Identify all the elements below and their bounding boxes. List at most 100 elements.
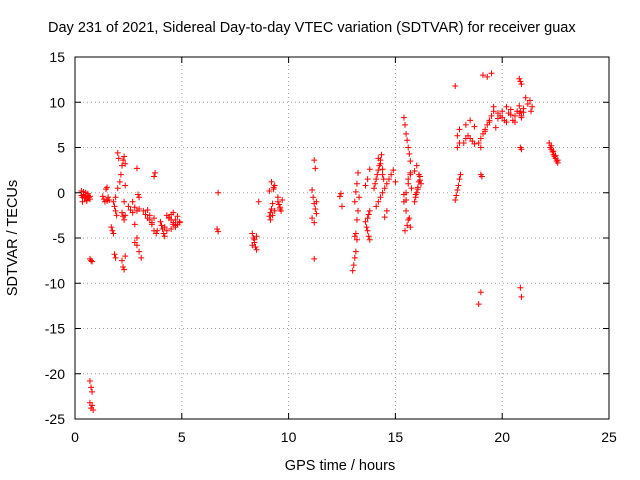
data-point [160,230,167,237]
data-point [89,388,96,395]
data-point [154,227,161,234]
data-point [516,102,523,109]
data-point [122,253,129,260]
data-point [478,173,485,180]
data-point [471,123,478,130]
data-point [411,198,418,205]
data-point [381,214,388,221]
data-point [114,185,121,192]
data-point [529,103,536,110]
data-point [477,144,484,151]
data-point [151,173,158,180]
data-point [106,196,113,203]
data-point [148,219,155,226]
data-point [108,224,115,231]
data-point [518,146,525,153]
data-point [412,191,419,198]
data-point [403,130,410,137]
data-point [214,225,221,232]
data-point [122,160,129,167]
data-point [120,157,127,164]
data-point [133,242,140,249]
data-point [176,218,183,225]
data-point [418,180,425,187]
data-point [312,206,319,213]
data-point [379,166,386,173]
data-point [129,209,136,216]
data-point [475,301,482,308]
data-point [403,207,410,214]
data-point [113,212,120,219]
data-points [78,70,561,413]
data-point [411,168,418,175]
data-point [275,201,282,208]
data-point [270,184,277,191]
data-point [362,218,369,225]
data-point [267,216,274,223]
data-point [503,103,510,110]
data-point [407,224,414,231]
data-point [548,142,555,149]
data-point [86,193,93,200]
data-point [355,207,362,214]
x-tick-label: 5 [178,429,186,445]
data-point [512,112,519,119]
data-point [365,211,372,218]
data-point [115,155,122,162]
data-point [271,207,278,214]
y-tick-label: -5 [53,230,66,246]
data-point [518,112,525,119]
data-point [121,153,128,160]
data-point [111,203,118,210]
data-point [390,167,397,174]
x-tick-label: 15 [388,429,404,445]
data-point [366,236,373,243]
data-point [311,157,318,164]
data-point [518,293,525,300]
data-point [135,191,142,198]
data-point [377,194,384,201]
data-point [312,165,319,172]
data-point [456,176,463,183]
data-point [351,198,358,205]
x-tick-label: 10 [281,429,297,445]
data-point [118,209,125,216]
chart-title: Day 231 of 2021, Sidereal Day-to-day VTE… [48,20,576,36]
y-tick-label: 15 [49,49,65,65]
data-point [416,177,423,184]
data-point [122,212,129,219]
data-point [404,137,411,144]
data-point [475,139,482,146]
data-point [111,251,118,258]
y-tick-label: -10 [45,275,65,291]
data-point [129,198,136,205]
data-point [309,187,316,194]
data-point [121,216,128,223]
data-point [90,406,97,413]
data-point [350,262,357,269]
data-point [104,184,111,191]
data-point [522,94,529,101]
data-point [467,117,474,124]
data-point [373,176,380,183]
data-point [524,101,531,108]
data-point [517,284,524,291]
y-tick-label: -20 [45,366,65,382]
data-point [462,121,469,128]
data-point [88,384,95,391]
data-point [364,176,371,183]
data-point [407,158,414,165]
data-point [337,190,344,197]
data-point [158,222,165,229]
data-point [133,165,140,172]
data-point [136,206,143,213]
data-point [79,198,86,205]
data-point [89,402,96,409]
data-point [174,213,181,220]
data-point [550,148,557,155]
data-point [172,216,179,223]
data-point [279,196,286,203]
data-point [353,180,360,187]
data-point [277,206,284,213]
